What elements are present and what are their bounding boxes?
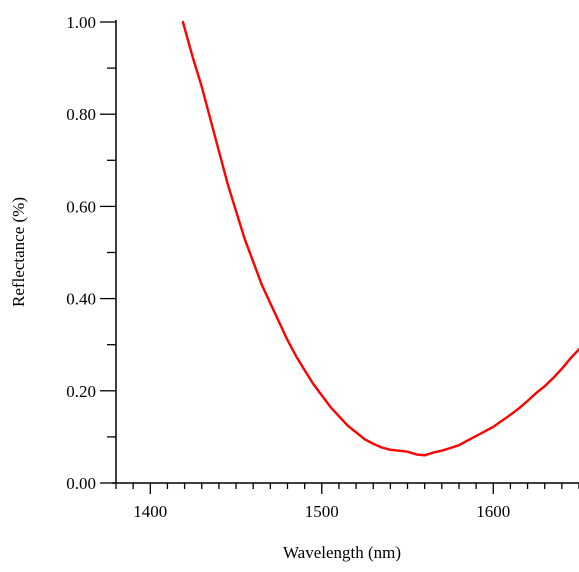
x-axis-ticks: 1400 1500 1600: [115, 483, 579, 521]
y-tick-label: 0.80: [66, 105, 96, 124]
y-tick-label: 0.60: [66, 197, 96, 216]
y-tick-label: 0.00: [66, 474, 96, 493]
x-tick-label: 1400: [133, 502, 167, 521]
y-axis-title: Reflectance (%): [9, 197, 28, 307]
axes: [112, 20, 579, 484]
y-tick-label: 0.20: [66, 382, 96, 401]
plot-area: [181, 20, 579, 457]
x-tick-label: 1600: [476, 502, 510, 521]
reflectance-series-line: [181, 20, 579, 457]
y-tick-label: 1.00: [66, 13, 96, 32]
y-tick-label: 0.40: [66, 290, 96, 309]
y-axis-ticks: 0.00 0.20 0.40 0.60 0.80 1.00: [66, 13, 116, 493]
x-tick-label: 1500: [305, 502, 339, 521]
x-axis-title: Wavelength (nm): [283, 543, 401, 562]
